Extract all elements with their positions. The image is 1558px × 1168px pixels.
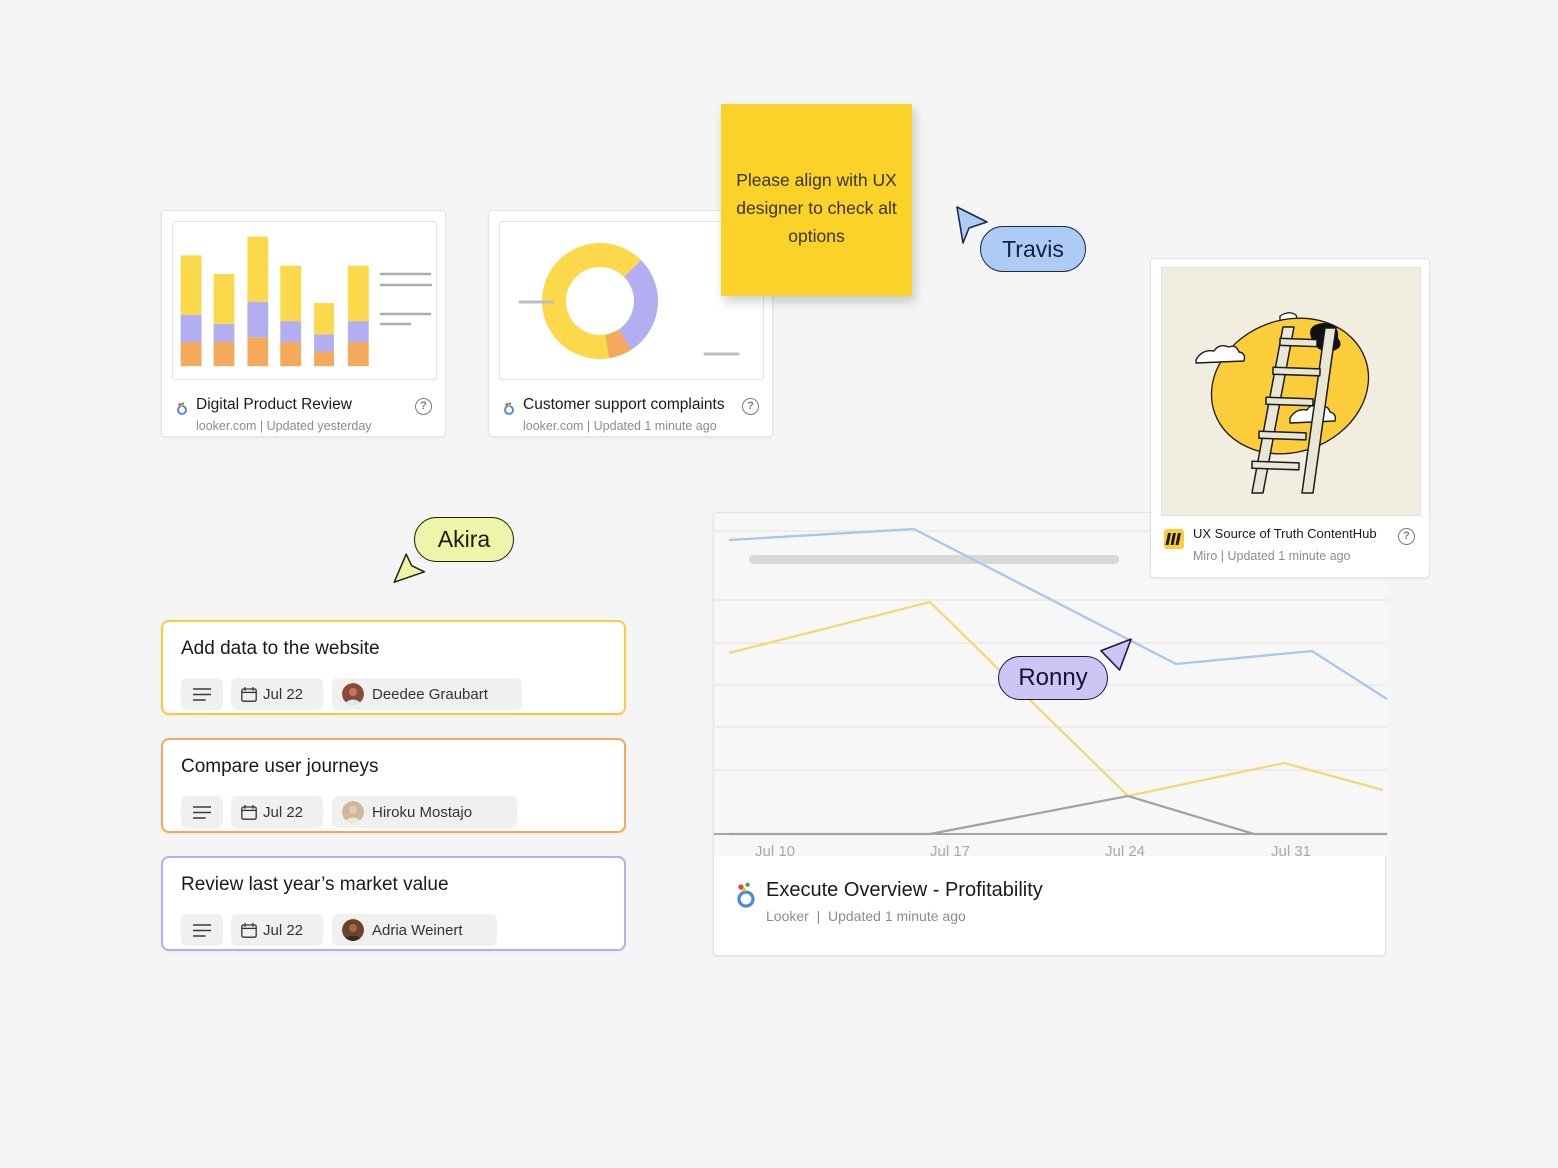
svg-text:Jul 31: Jul 31	[1271, 843, 1311, 856]
svg-text:Jul 24: Jul 24	[1105, 843, 1145, 856]
svg-text:Jul 17: Jul 17	[930, 843, 970, 856]
svg-text:Jul 10: Jul 10	[755, 843, 795, 856]
